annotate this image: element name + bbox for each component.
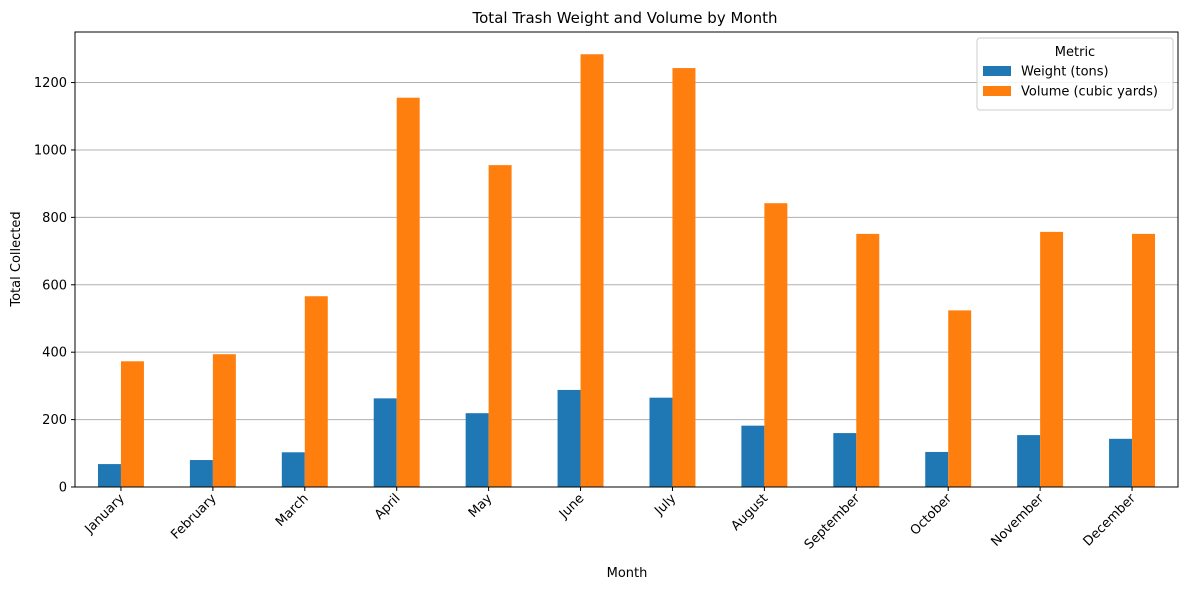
x-tick-label: May (466, 491, 496, 521)
y-tick-label: 800 (42, 211, 67, 226)
bar-volume-cubic-yards-august (764, 203, 788, 487)
legend-label-weight-tons: Weight (tons) (1021, 65, 1109, 80)
bar-weight-tons-june (557, 389, 581, 487)
axes (74, 31, 1179, 488)
y-tick-label: 600 (42, 278, 67, 293)
x-tick-label: March (273, 491, 312, 530)
x-tick-label: February (168, 491, 220, 543)
x-tick-label: October (908, 491, 956, 539)
bar-weight-tons-september (833, 433, 857, 487)
bar-volume-cubic-yards-october (948, 310, 972, 487)
y-axis-ticks: 0 200 400 600 800 1000 1200 (34, 76, 75, 496)
grid-lines (75, 82, 1178, 488)
bar-volume-cubic-yards-february (212, 354, 236, 487)
x-tick-label: December (1081, 491, 1140, 550)
x-axis-title: Month (607, 566, 648, 581)
y-tick-label: 1000 (34, 143, 67, 158)
bar-volume-cubic-yards-march (304, 296, 328, 487)
bar-weight-tons-april (373, 398, 397, 487)
bar-volume-cubic-yards-november (1040, 231, 1064, 487)
y-axis-title: Total Collected (9, 211, 24, 307)
bar-volume-cubic-yards-june (580, 54, 604, 487)
bar-weight-tons-march (281, 452, 305, 487)
chart-title: Total Trash Weight and Volume by Month (472, 9, 778, 27)
y-tick-label: 200 (42, 413, 67, 428)
bar-volume-cubic-yards-january (120, 361, 144, 487)
legend: Metric Weight (tons) Volume (cubic yards) (976, 37, 1174, 111)
y-tick-label: 400 (42, 346, 67, 361)
legend-frame (976, 37, 1174, 111)
y-tick-label: 0 (59, 481, 67, 496)
legend-items: Weight (tons) Volume (cubic yards) (983, 65, 1158, 100)
bar-weight-tons-november (1017, 435, 1041, 487)
x-tick-label: January (82, 491, 128, 537)
bar-weight-tons-august (741, 425, 765, 487)
bar-volume-cubic-yards-july (672, 68, 696, 488)
bar-weight-tons-january (97, 464, 121, 487)
bar-weight-tons-october (925, 451, 949, 487)
bars (97, 54, 1156, 488)
y-tick-label: 1200 (34, 76, 67, 91)
x-tick-label: June (556, 491, 587, 522)
bar-weight-tons-may (465, 413, 489, 487)
legend-swatch-weight-tons (983, 66, 1011, 76)
x-tick-label: April (372, 491, 404, 523)
bar-volume-cubic-yards-may (488, 165, 512, 487)
x-tick-label: July (651, 491, 679, 519)
legend-label-volume-cubic-yards: Volume (cubic yards) (1021, 85, 1158, 100)
legend-title: Metric (1055, 45, 1095, 60)
bar-volume-cubic-yards-april (396, 97, 420, 487)
legend-swatch-volume-cubic-yards (983, 86, 1011, 96)
x-tick-label: November (989, 491, 1048, 550)
bar-volume-cubic-yards-december (1132, 233, 1156, 487)
bar-volume-cubic-yards-september (856, 233, 880, 487)
plot-frame (74, 31, 1179, 488)
x-axis-ticks: January February March April May June July Augu… (82, 487, 1140, 553)
bar-weight-tons-december (1109, 438, 1133, 487)
bar-weight-tons-february (189, 460, 213, 487)
bar-weight-tons-july (649, 397, 673, 487)
x-tick-label: September (802, 491, 864, 553)
x-tick-label: August (728, 491, 771, 534)
